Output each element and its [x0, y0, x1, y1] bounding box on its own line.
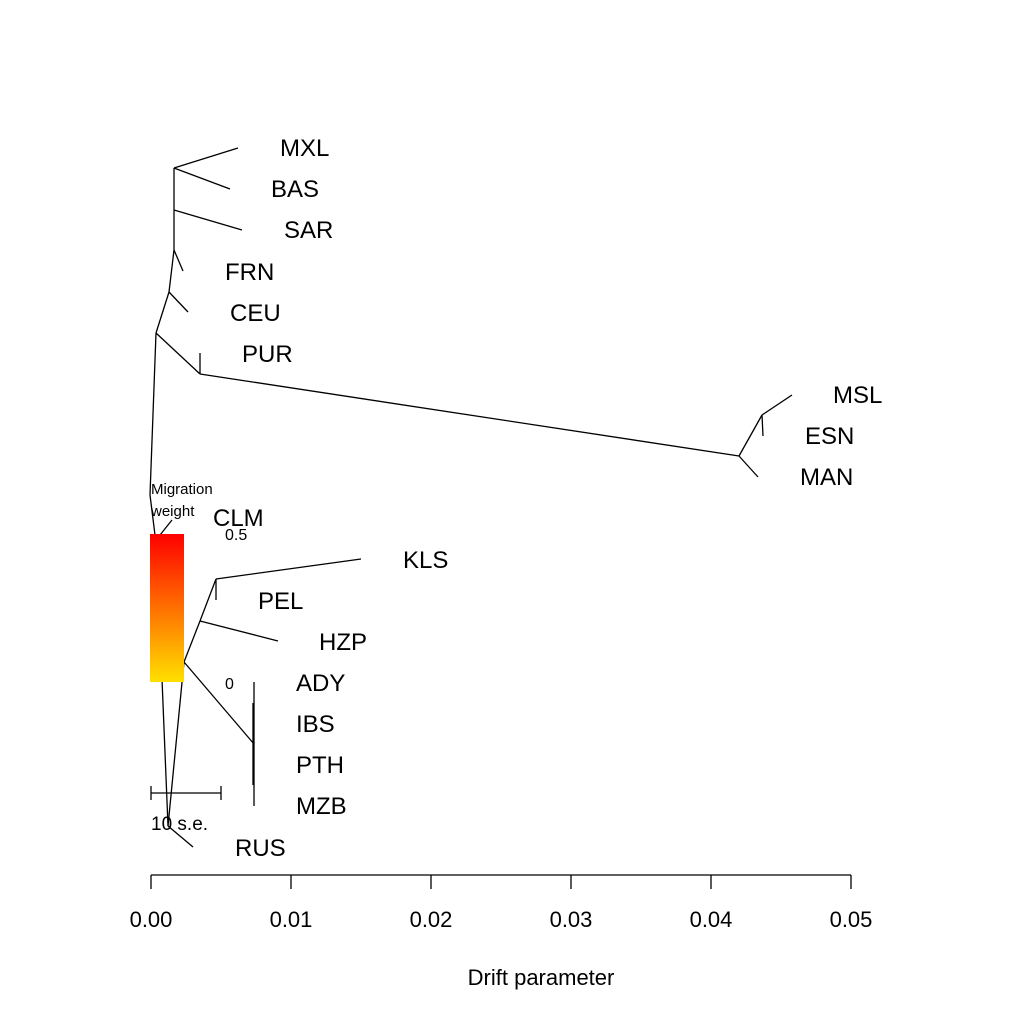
edge-kls — [215, 558, 362, 580]
edge-internal-msl-esn — [738, 414, 763, 457]
edge-bas — [173, 167, 231, 190]
edge-root-to-lower — [167, 661, 185, 827]
scale-bar: 10 s.e. — [150, 786, 222, 835]
x-axis-tick-label-0: 0.00 — [130, 907, 173, 932]
migration-legend-title-2: weight — [150, 503, 195, 520]
label-ceu: CEU — [230, 300, 281, 327]
x-axis-tick-label-1: 0.01 — [270, 907, 313, 932]
migration-color-bar — [150, 534, 184, 682]
label-ady: ADY — [296, 670, 345, 697]
label-pel: PEL — [258, 588, 303, 615]
label-kls: KLS — [403, 547, 448, 574]
label-sar: SAR — [284, 217, 333, 244]
label-msl: MSL — [833, 382, 882, 409]
scale-bar-label: 10 s.e. — [151, 814, 208, 835]
x-axis-tick-label-4: 0.04 — [690, 907, 733, 932]
population-labels: MXL BAS SAR FRN CEU PUR MSL ESN MAN CLM … — [213, 135, 882, 862]
label-bas: BAS — [271, 176, 319, 203]
edge-internal-hzp — [183, 620, 201, 663]
label-pth: PTH — [296, 752, 344, 779]
tree-edges — [149, 147, 793, 848]
edge-frn — [173, 249, 184, 272]
x-axis-tick-label-5: 0.05 — [830, 907, 873, 932]
label-rus: RUS — [235, 835, 286, 862]
edge-rus — [167, 825, 194, 848]
edge-clm — [159, 519, 173, 536]
edge-trunk-clm — [149, 494, 156, 536]
edge-internal-frn — [168, 249, 175, 293]
migration-legend-min: 0 — [225, 676, 234, 693]
label-frn: FRN — [225, 259, 274, 286]
x-axis-title: Drift parameter — [468, 965, 615, 990]
edge-internal-pur-african — [155, 332, 201, 375]
edge-internal-caucasus — [183, 661, 255, 745]
migration-legend-max: 0.5 — [225, 527, 247, 544]
label-pur: PUR — [242, 341, 293, 368]
label-clm: CLM — [213, 505, 264, 532]
edge-ceu — [168, 291, 189, 313]
label-hzp: HZP — [319, 629, 367, 656]
x-axis-tick-label-3: 0.03 — [550, 907, 593, 932]
edge-man — [738, 455, 759, 478]
x-axis: 0.00 0.01 0.02 0.03 0.04 0.05 Drift para… — [130, 874, 873, 990]
edge-sar — [173, 209, 243, 231]
edge-esn — [761, 414, 764, 437]
edge-trunk-top — [149, 332, 157, 496]
migration-legend-title-1: Migration — [151, 481, 213, 498]
edge-internal-ceu — [155, 291, 170, 334]
label-man: MAN — [800, 464, 853, 491]
label-mzb: MZB — [296, 793, 347, 820]
edge-msl — [761, 394, 793, 416]
migration-legend: Migration weight 0.5 0 — [150, 481, 247, 693]
edge-hzp — [199, 620, 279, 642]
edge-african-long — [199, 373, 740, 457]
label-ibs: IBS — [296, 711, 335, 738]
label-mxl: MXL — [280, 135, 329, 162]
edge-mxl — [173, 147, 239, 169]
label-esn: ESN — [805, 423, 854, 450]
edge-internal-kls-pel — [199, 578, 217, 622]
x-axis-tick-label-2: 0.02 — [410, 907, 453, 932]
